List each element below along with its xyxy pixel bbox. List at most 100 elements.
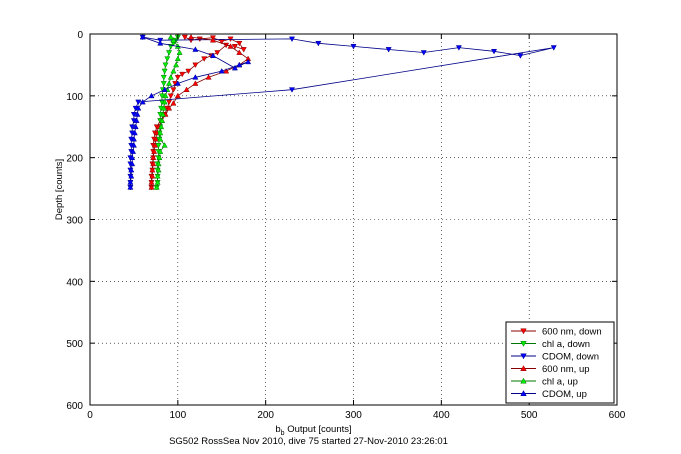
data-point [385,47,392,53]
legend-label: 600 nm, up [542,364,590,375]
y-tick-label: 0 [77,30,83,41]
data-point [218,67,225,74]
data-point [162,62,169,69]
legend-marker [520,341,527,347]
data-point [157,129,164,136]
x-tick-label: 400 [433,410,450,421]
data-point [129,154,136,160]
data-point [173,61,180,68]
data-point [135,99,142,106]
data-point [236,61,243,68]
data-point [153,184,160,190]
data-point [157,136,164,142]
legend-label: chl a, up [542,377,578,388]
data-point [223,67,230,74]
series-5 [127,33,252,190]
data-point [155,166,162,173]
data-point [149,166,156,173]
data-point [132,123,139,130]
data-point [157,148,164,154]
data-point [161,142,168,148]
data-point [148,179,155,185]
data-point [167,33,174,40]
series-3 [148,33,252,190]
data-point [185,68,192,75]
y-axis-label: Depth [counts] [54,159,65,220]
data-point [176,49,183,55]
x-tick-label: 0 [87,410,93,421]
data-point [158,117,166,123]
data-point [155,142,162,149]
data-point [151,148,158,154]
series-2 [127,34,557,191]
data-point [134,111,141,117]
data-point [161,86,168,92]
data-point [129,160,136,167]
data-point [151,142,159,148]
data-point [179,71,186,78]
y-tick-label: 200 [66,154,83,165]
data-point [139,98,146,105]
data-point [127,179,134,185]
data-point [148,92,155,99]
data-point [245,58,252,65]
data-point [192,62,199,69]
data-point [214,50,221,56]
data-point [159,111,166,117]
data-point [154,179,161,185]
data-point [133,117,140,123]
data-point [166,80,173,86]
data-point [150,154,157,160]
data-point [192,46,199,52]
legend-marker [520,353,527,360]
data-point [231,64,238,71]
data-point [187,33,195,40]
legend-marker [520,328,527,335]
legend-marker [520,377,527,384]
data-point [157,40,164,46]
data-point [174,55,181,62]
data-point [131,129,138,136]
data-point [160,74,167,81]
data-point [550,45,557,51]
data-point [164,56,171,62]
x-tick-label: 100 [169,410,186,421]
data-point [227,43,234,49]
data-point [161,68,168,75]
data-point [350,44,357,50]
x-tick-label: 200 [257,410,274,421]
data-point [162,92,169,99]
data-point [174,80,181,86]
y-tick-label: 100 [66,92,83,103]
figure-footer: SG502 RossSea Nov 2010, dive 75 started … [169,436,448,447]
data-point [455,45,462,51]
data-point [236,49,243,55]
legend-box [505,321,615,404]
data-point [517,53,524,59]
axis-ticks: 0 100 200 300 400 500 600 0 100 200 300 400 500 600 [66,30,625,421]
data-point [149,173,156,179]
data-layer [127,33,557,191]
data-point [152,136,159,142]
data-point [209,52,216,58]
data-point [130,148,137,154]
data-point [170,37,177,43]
data-point [166,105,173,111]
data-point [209,37,216,43]
data-point [160,81,167,87]
y-tick-label: 400 [66,277,83,288]
series-4 [153,33,183,190]
data-point [420,50,427,56]
data-point [156,154,163,160]
data-point [154,173,161,179]
data-point [201,56,208,62]
data-point [174,92,181,99]
x-tick-label: 600 [609,410,626,421]
data-point [128,166,135,173]
legend-marker [520,390,527,396]
data-point [181,34,188,41]
x-axis-label-main: b [275,424,280,435]
data-point [170,100,177,106]
